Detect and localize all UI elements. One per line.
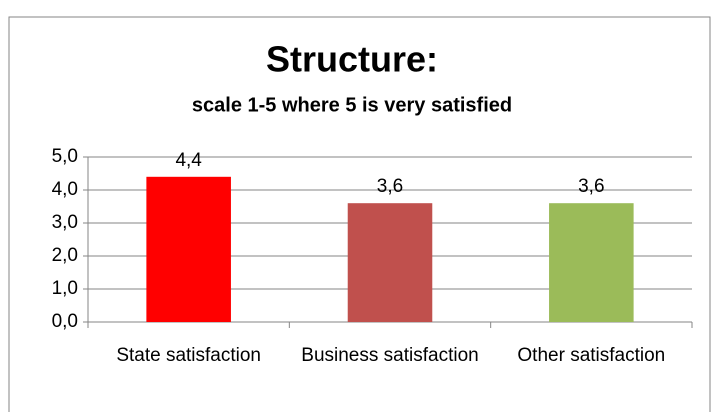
- value-label: 3,6: [578, 176, 604, 197]
- value-label: 3,6: [377, 176, 403, 197]
- y-tick-label: 1,0: [52, 278, 78, 299]
- y-tick-label: 3,0: [52, 212, 78, 233]
- chart-title: Structure:: [266, 39, 438, 80]
- y-tick-label: 2,0: [52, 245, 78, 266]
- y-tick-label: 4,0: [52, 179, 78, 200]
- bar: [146, 176, 231, 322]
- bar: [347, 203, 433, 322]
- y-tick-label: 0,0: [52, 311, 78, 332]
- chart-subtitle: scale 1-5 where 5 is very satisfied: [192, 94, 512, 116]
- x-tick-label: Other satisfaction: [517, 345, 665, 366]
- x-tick-label: Business satisfaction: [301, 345, 478, 366]
- x-tick-label: State satisfaction: [116, 345, 261, 366]
- bar: [549, 203, 634, 322]
- value-label: 4,4: [175, 150, 202, 171]
- y-tick-label: 5,0: [52, 146, 78, 167]
